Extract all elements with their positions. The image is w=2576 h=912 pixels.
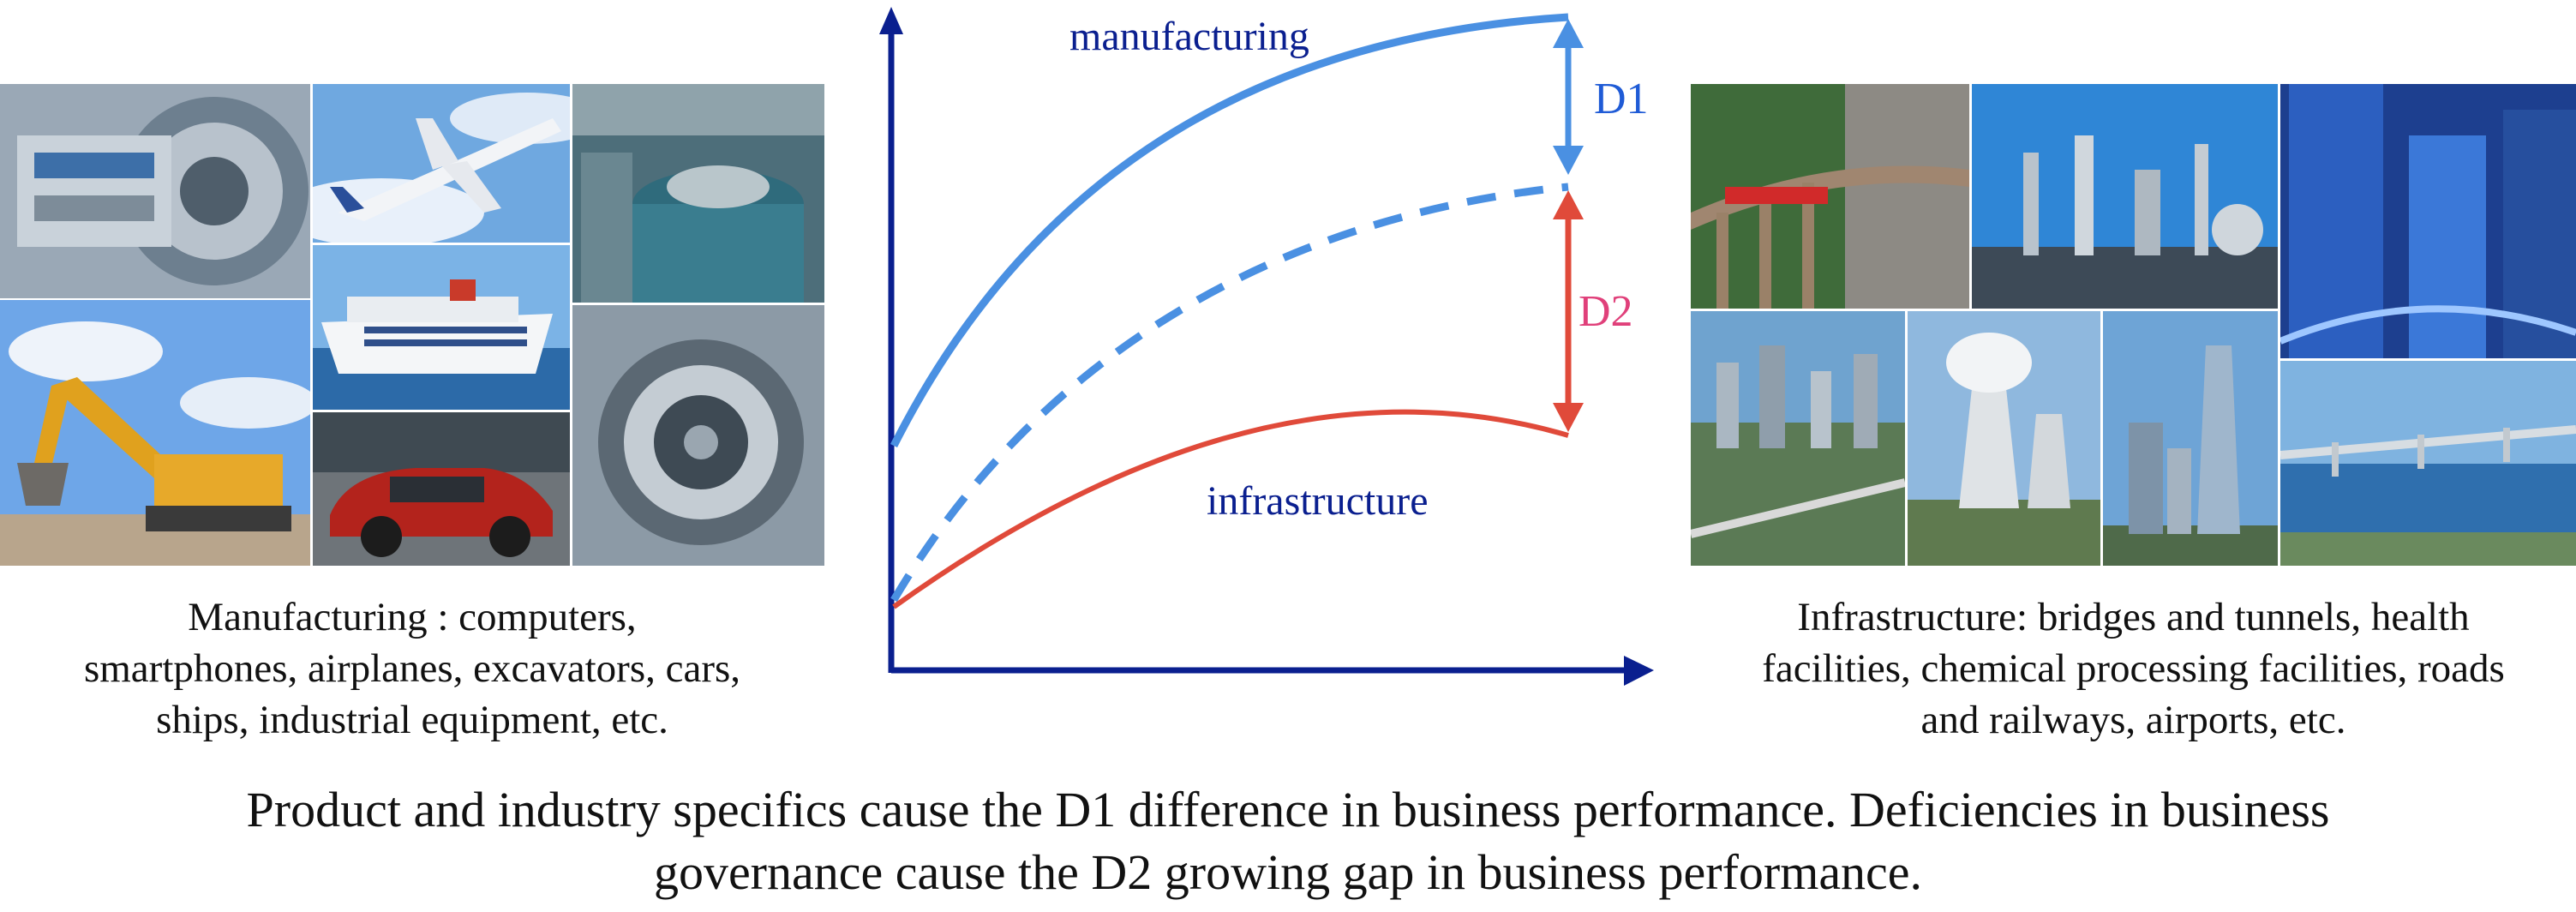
cruise-ship-photo: [313, 245, 570, 410]
d2-arrowhead-bottom: [1553, 403, 1584, 432]
bottom-caption-line-1: Product and industry specifics cause the…: [246, 782, 2330, 837]
glass-skyscrapers-photo: [2280, 84, 2576, 358]
d1-arrowhead-bottom: [1553, 146, 1584, 175]
manufacturing-caption-line-2: smartphones, airplanes, excavators, cars…: [83, 646, 741, 691]
city-aerial-photo: [1691, 311, 1905, 566]
infrastructure-caption-line-1: Infrastructure: bridges and tunnels, hea…: [1797, 595, 2470, 639]
railway-viaduct-photo: [1691, 84, 1969, 309]
d2-arrowhead-top: [1553, 190, 1584, 219]
turbine-engine-photo: [0, 84, 310, 298]
infrastructure-caption: Infrastructure: bridges and tunnels, hea…: [1691, 591, 2576, 746]
performance-diagram: manufacturing infrastructure D1 D2: [879, 7, 1654, 686]
chemical-plant-photo: [1972, 84, 2278, 309]
generator-photo: [572, 305, 824, 566]
infrastructure-caption-line-3: and railways, airports, etc.: [1920, 698, 2346, 742]
manufacturing-caption-line-3: ships, industrial equipment, etc.: [156, 698, 668, 742]
series-label-infrastructure: infrastructure: [1207, 478, 1429, 524]
annotation-d2: D2: [1579, 287, 1633, 336]
series-line-infrastructure: [892, 409, 1569, 609]
infrastructure-caption-line-2: facilities, chemical processing faciliti…: [1762, 646, 2505, 691]
series-line-manufacturing: [890, 13, 1569, 448]
bottom-caption: Product and industry specifics cause the…: [0, 778, 2576, 903]
manufacturing-caption: Manufacturing : computers, smartphones, …: [0, 591, 824, 746]
infrastructure-collage: [1691, 84, 2576, 566]
y-axis-arrowhead: [879, 7, 903, 34]
series-label-manufacturing: manufacturing: [1069, 14, 1309, 59]
bottom-caption-line-2: governance cause the D2 growing gap in b…: [653, 844, 1923, 900]
x-axis-arrowhead: [1624, 656, 1654, 686]
manufacturing-caption-line-1: Manufacturing : computers,: [188, 595, 637, 639]
excavator-photo: [0, 300, 310, 566]
airplane-photo: [313, 84, 570, 243]
d1-arrowhead-top: [1553, 19, 1584, 48]
annotation-d1: D1: [1594, 75, 1649, 123]
power-plant-photo: [1908, 311, 2100, 566]
manufacturing-collage: [0, 84, 824, 566]
tower-skyline-photo: [2103, 311, 2278, 566]
bridge-river-photo: [2280, 361, 2576, 566]
red-car-photo: [313, 412, 570, 566]
hydro-turbine-photo: [572, 84, 824, 303]
